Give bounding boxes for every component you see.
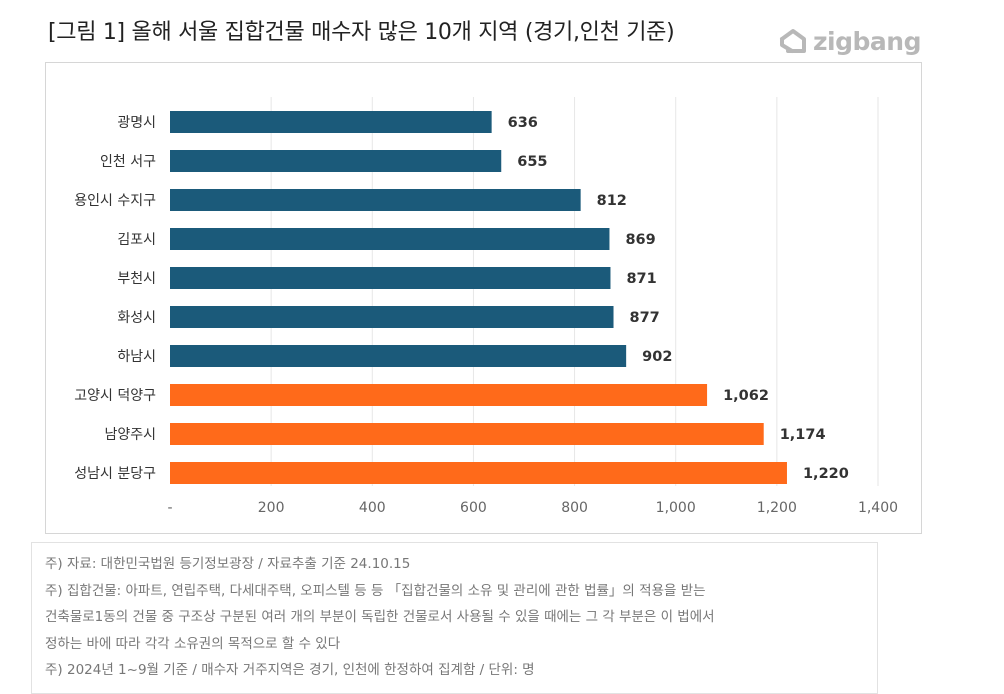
bar <box>170 345 627 367</box>
value-label: 1,220 <box>803 466 849 482</box>
x-tick-label: 1,000 <box>656 500 696 516</box>
note-line: 건축물로1동의 건물 중 구조상 구분된 여러 개의 부분이 독립한 건물로서 … <box>45 609 715 625</box>
bar <box>170 462 787 484</box>
value-label: 871 <box>626 271 656 287</box>
value-label: 636 <box>508 115 538 131</box>
value-label: 877 <box>630 310 660 326</box>
bar-chart: - 200 400 600 800 1,000 1,200 1,400 광명시 636 인천 서구 6… <box>74 97 898 516</box>
bar <box>170 306 614 328</box>
bar <box>170 189 581 211</box>
category-label: 남양주시 <box>104 427 156 443</box>
chart-container: - 200 400 600 800 1,000 1,200 1,400 광명시 636 인천 서구 6… <box>45 62 922 534</box>
value-label: 902 <box>642 349 672 365</box>
bar <box>170 384 708 406</box>
category-label: 고양시 덕양구 <box>74 388 156 404</box>
category-label: 화성시 <box>117 310 156 326</box>
bar <box>170 228 610 250</box>
category-label: 부천시 <box>117 271 156 287</box>
note-line: 정하는 바에 따라 각각 소유권의 목적으로 할 수 있다 <box>45 635 341 652</box>
value-label: 869 <box>625 232 655 248</box>
note-line: 주) 2024년 1~9월 기준 / 매수자 거주지역은 경기, 인천에 한정하… <box>45 662 535 678</box>
bar <box>170 111 492 133</box>
zigbang-logo: zigbang <box>778 24 921 58</box>
category-label: 김포시 <box>117 232 156 248</box>
category-label: 성남시 분당구 <box>74 466 156 482</box>
x-tick-label: 400 <box>359 500 386 516</box>
bar <box>170 267 611 289</box>
x-tick-label: - <box>167 500 172 516</box>
value-label: 1,174 <box>780 427 826 443</box>
note-line: 주) 자료: 대한민국법원 등기정보광장 / 자료추출 기준 24.10.15 <box>45 556 411 572</box>
page-title: [그림 1] 올해 서울 집합건물 매수자 많은 10개 지역 (경기,인천 기… <box>48 20 675 45</box>
x-tick-label: 1,400 <box>858 500 898 516</box>
bar <box>170 423 764 445</box>
value-label: 1,062 <box>723 388 769 404</box>
value-label: 812 <box>597 193 627 209</box>
x-tick-label: 1,200 <box>757 500 797 516</box>
x-tick-label: 600 <box>460 500 487 516</box>
logo-text: zigbang <box>813 26 921 56</box>
x-tick-label: 800 <box>561 500 588 516</box>
category-label: 용인시 수지구 <box>74 193 156 209</box>
value-label: 655 <box>517 154 547 170</box>
bar <box>170 150 502 172</box>
note-line: 주) 집합건물: 아파트, 연립주택, 다세대주택, 오피스텔 등 등 「집합건… <box>45 582 706 599</box>
zigbang-house-icon <box>780 29 806 53</box>
notes-box: 주) 자료: 대한민국법원 등기정보광장 / 자료추출 기준 24.10.15 … <box>31 542 878 694</box>
category-label: 광명시 <box>117 115 156 131</box>
category-label: 하남시 <box>117 349 156 365</box>
category-label: 인천 서구 <box>100 154 156 170</box>
x-tick-label: 200 <box>258 500 285 516</box>
